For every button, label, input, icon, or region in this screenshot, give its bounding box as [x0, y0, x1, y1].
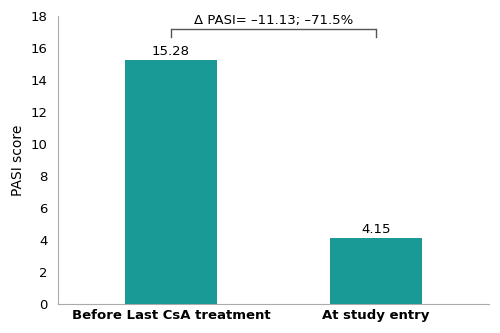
Bar [330, 238, 422, 304]
Y-axis label: PASI score: PASI score [11, 125, 25, 196]
Bar [125, 60, 217, 304]
Text: 15.28: 15.28 [152, 45, 190, 58]
Text: Δ PASI= –11.13; –71.5%: Δ PASI= –11.13; –71.5% [194, 14, 353, 27]
Text: 4.15: 4.15 [362, 223, 391, 236]
